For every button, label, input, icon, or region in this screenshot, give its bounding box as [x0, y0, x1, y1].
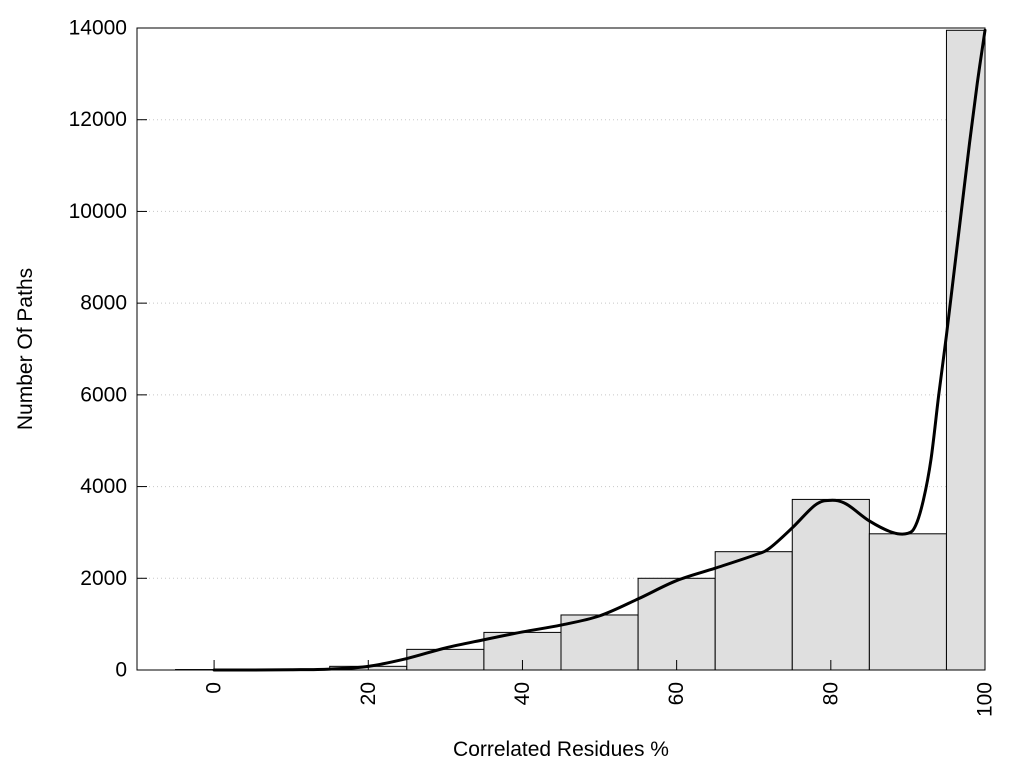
y-axis: 0 2000 4000 6000 8000 10000 12000 14000 [69, 17, 147, 682]
density-curve-line [212, 28, 987, 672]
density-curve [212, 28, 987, 672]
histogram-bar [406, 648, 485, 671]
y-axis-title: Number Of Paths [14, 268, 37, 430]
y-tick-label: 12000 [69, 108, 127, 131]
histogram-bar [714, 551, 793, 671]
x-tick-label: 60 [665, 682, 688, 705]
y-tick-label: 2000 [80, 567, 127, 590]
grid-lines [137, 119, 985, 579]
x-tick-label: 100 [974, 682, 997, 717]
y-tick-label: 8000 [80, 292, 127, 315]
histogram-bar [945, 29, 986, 671]
histogram-bar [868, 533, 947, 671]
plot-frame [136, 27, 986, 671]
x-tick-label: 0 [203, 682, 226, 694]
x-axis: 0 20 40 60 80 100 [203, 660, 997, 717]
y-tick-label: 4000 [80, 475, 127, 498]
x-axis-title: Correlated Residues % [453, 738, 669, 761]
histogram-bar [791, 498, 870, 671]
y-tick-label: 10000 [69, 200, 127, 223]
y-tick-label: 0 [115, 659, 127, 682]
x-tick-label: 20 [357, 682, 380, 705]
x-tick-label: 40 [511, 682, 534, 705]
y-tick-label: 6000 [80, 383, 127, 406]
x-tick-label: 80 [819, 682, 842, 705]
y-tick-label: 14000 [69, 17, 127, 40]
